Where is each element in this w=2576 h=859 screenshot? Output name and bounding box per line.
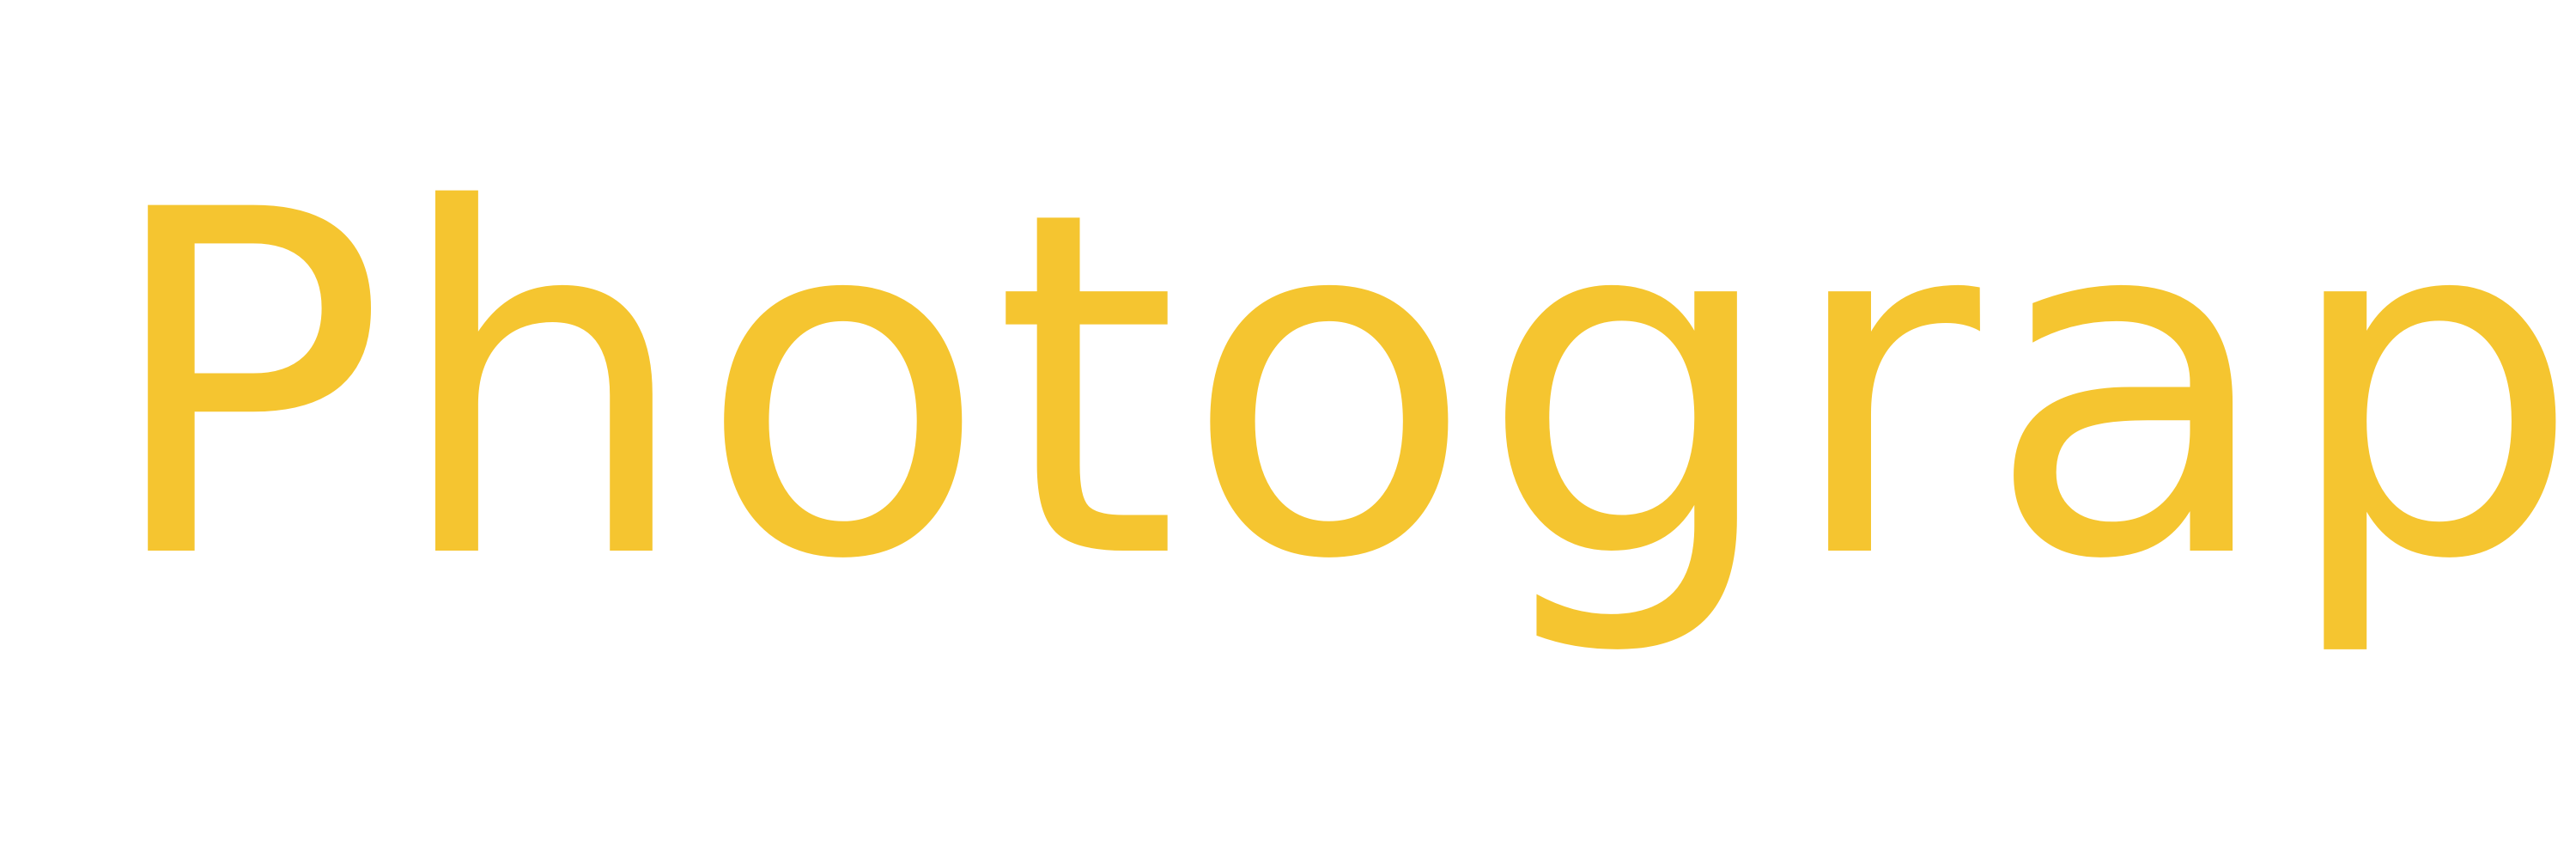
photography-wordmark: Photography [101,112,2576,663]
